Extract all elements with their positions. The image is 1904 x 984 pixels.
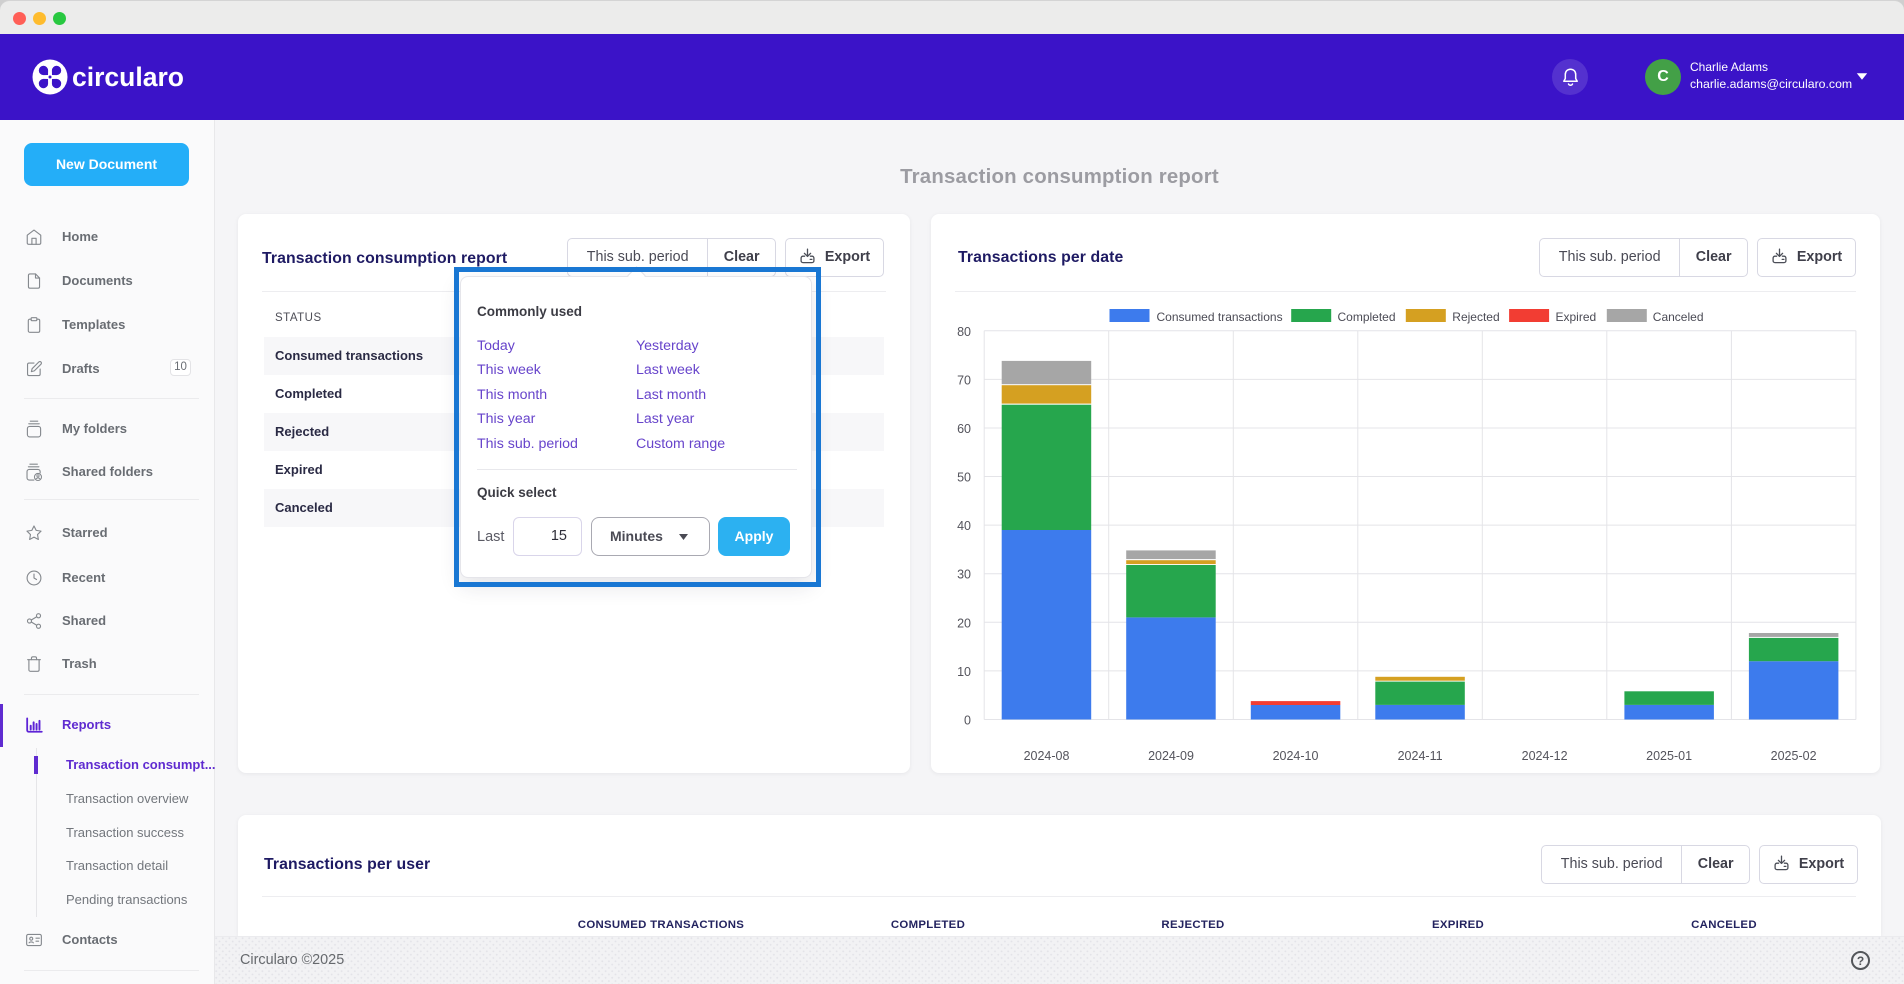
svg-text:2024-12: 2024-12 <box>1522 749 1568 763</box>
svg-text:Expired: Expired <box>1556 310 1597 324</box>
svg-text:2024-08: 2024-08 <box>1024 749 1070 763</box>
svg-text:2024-10: 2024-10 <box>1273 749 1319 763</box>
svg-text:20: 20 <box>957 616 971 630</box>
svg-text:2025-02: 2025-02 <box>1771 749 1817 763</box>
svg-text:2025-01: 2025-01 <box>1646 749 1692 763</box>
svg-text:60: 60 <box>957 422 971 436</box>
svg-text:Canceled: Canceled <box>1653 310 1704 324</box>
svg-text:70: 70 <box>957 373 971 387</box>
svg-text:40: 40 <box>957 519 971 533</box>
svg-text:2024-09: 2024-09 <box>1148 749 1194 763</box>
svg-text:10: 10 <box>957 665 971 679</box>
svg-text:80: 80 <box>957 325 971 339</box>
svg-text:Completed: Completed <box>1338 310 1396 324</box>
svg-text:0: 0 <box>964 714 971 728</box>
svg-text:2024-11: 2024-11 <box>1398 749 1443 763</box>
svg-text:30: 30 <box>957 568 971 582</box>
svg-text:Consumed transactions: Consumed transactions <box>1157 310 1283 324</box>
svg-text:50: 50 <box>957 471 971 485</box>
svg-text:Rejected: Rejected <box>1452 310 1499 324</box>
